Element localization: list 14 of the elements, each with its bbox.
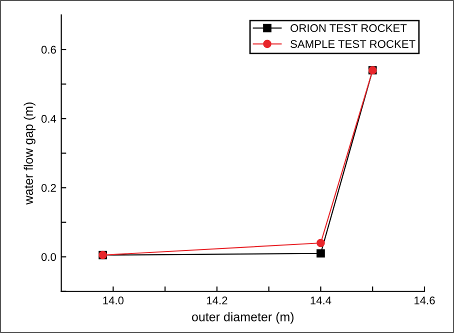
x-tick-label: 14.4 [310,296,332,304]
point [316,238,325,248]
y-axis-title: water flow gap (m) [24,102,36,205]
x-tick-label: 14.6 [414,296,435,304]
y-tick-label: 0.4 [41,114,56,123]
x-axis-title: outer diameter (m) [192,312,294,324]
point [316,249,325,258]
y-tick-label: 0.6 [41,46,56,54]
y-tick-label: 0.2 [41,184,56,192]
legend-label: ORION TEST ROCKET [290,24,407,32]
y-tick-label: 0.0 [41,253,56,261]
legend-label: SAMPLE TEST ROCKET [290,40,416,48]
x-tick-label: 14.0 [103,296,124,304]
x-tick-label: 14.2 [206,296,228,304]
